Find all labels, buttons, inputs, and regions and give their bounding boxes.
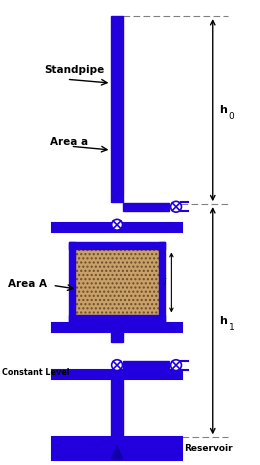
Bar: [111, 379, 123, 437]
Bar: [123, 203, 169, 211]
Text: Constant Level: Constant Level: [2, 368, 69, 378]
Circle shape: [171, 201, 181, 212]
Text: Area a: Area a: [50, 137, 88, 147]
Text: Area A: Area A: [9, 279, 48, 289]
Bar: [75, 250, 159, 315]
Bar: [111, 332, 123, 342]
Circle shape: [171, 360, 181, 371]
Bar: [53, 437, 182, 460]
Bar: [53, 223, 182, 232]
Bar: [111, 16, 123, 202]
Circle shape: [112, 219, 122, 230]
Text: 0: 0: [229, 112, 235, 121]
Circle shape: [112, 360, 122, 371]
Bar: [53, 323, 182, 332]
Bar: [69, 242, 75, 323]
Polygon shape: [111, 446, 123, 459]
Bar: [123, 361, 169, 369]
Text: Standpipe: Standpipe: [45, 65, 105, 75]
Bar: [69, 315, 165, 323]
Text: Reservoir: Reservoir: [184, 445, 233, 453]
Text: i: i: [164, 278, 166, 287]
Bar: [53, 370, 182, 379]
Text: h: h: [219, 316, 227, 326]
Text: h: h: [219, 105, 227, 115]
Text: 1: 1: [229, 323, 235, 332]
Bar: [69, 242, 165, 250]
Bar: [159, 242, 165, 323]
